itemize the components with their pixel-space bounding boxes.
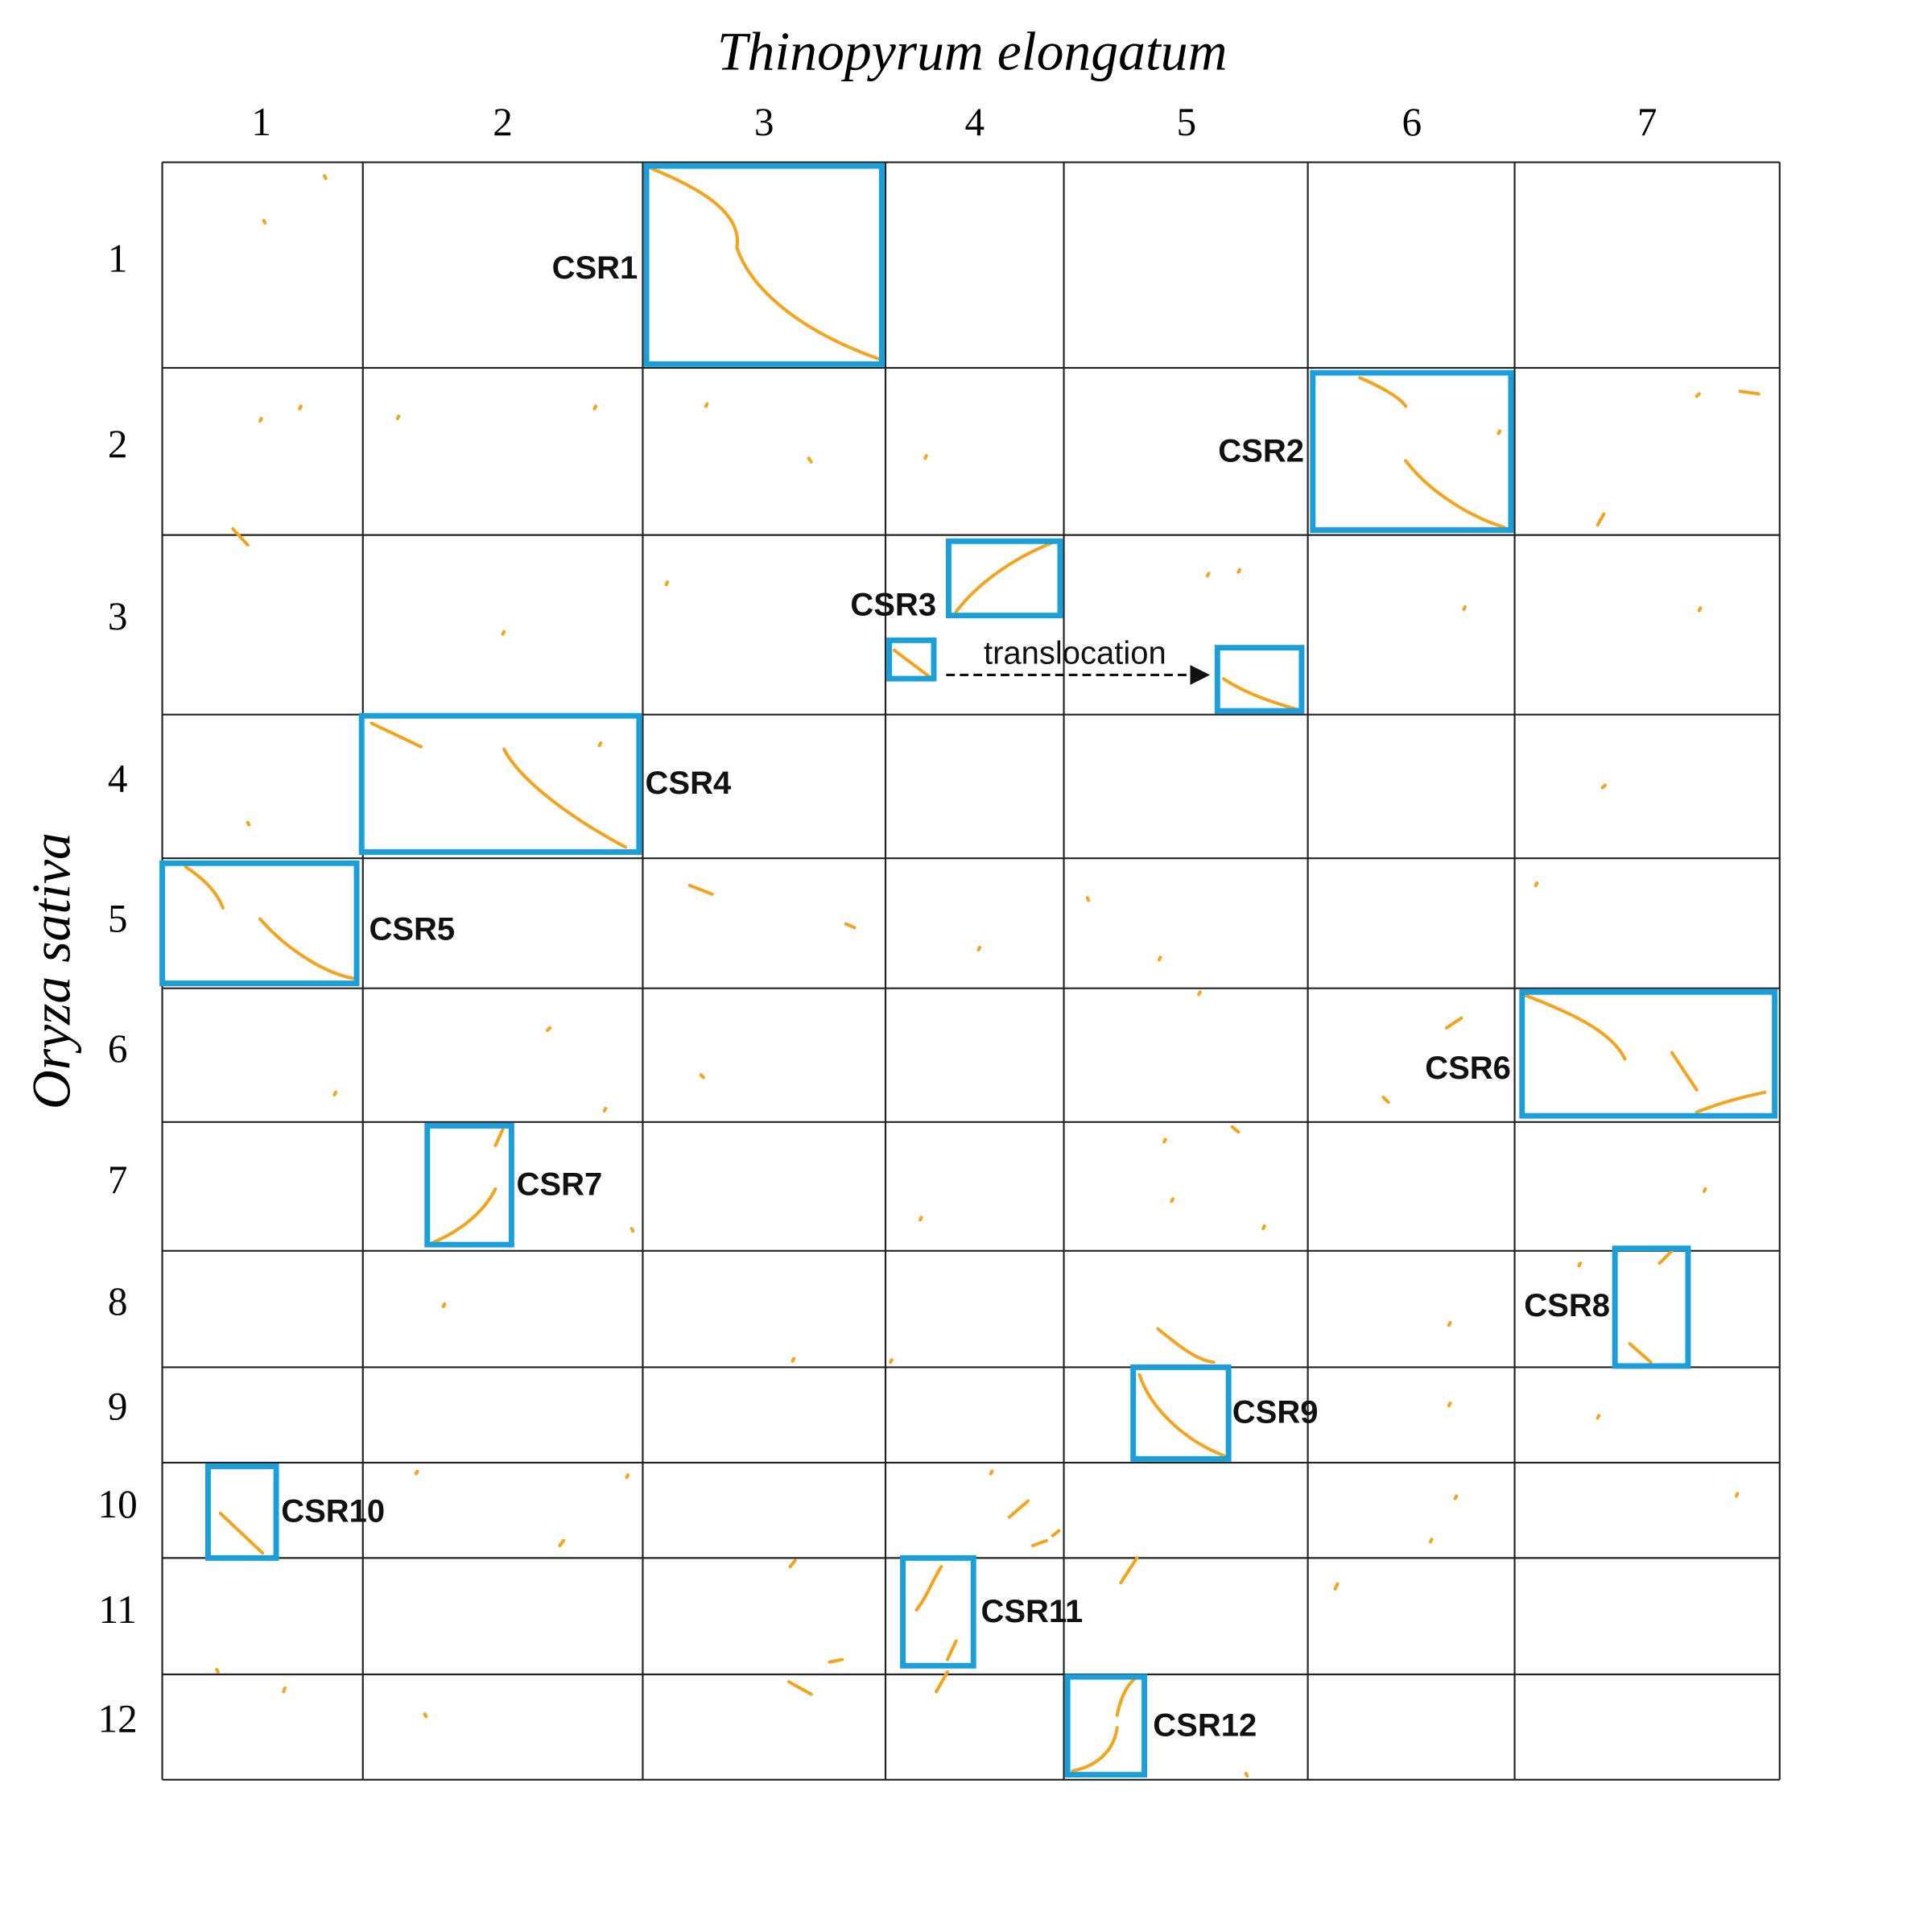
region-label: CSR9: [1232, 1394, 1319, 1430]
region-label: CSR3: [850, 587, 936, 622]
column-label: 2: [493, 100, 513, 144]
column-label: 5: [1177, 100, 1197, 144]
region-label: CSR6: [1425, 1051, 1511, 1086]
region-label: CSR1: [552, 250, 638, 286]
row-label: 5: [108, 896, 128, 940]
column-label: 1: [251, 100, 271, 144]
csr-boxes: [159, 163, 1778, 1778]
row-label: 4: [108, 757, 128, 801]
row-label: 11: [98, 1587, 136, 1632]
region-label: CSR2: [1218, 434, 1304, 469]
column-label: 4: [964, 100, 985, 144]
region-label: CSR4: [646, 766, 732, 801]
x-title: Thinopyrum elongatum: [717, 21, 1228, 81]
region-label: CSR7: [517, 1166, 603, 1202]
region-label: CSR5: [369, 911, 455, 947]
row-label: 1: [108, 236, 128, 280]
grid: [161, 161, 1781, 1781]
row-label: 10: [98, 1482, 138, 1526]
region-label: CSR11: [980, 1594, 1083, 1629]
row-label: 7: [108, 1158, 128, 1202]
row-label: 6: [108, 1026, 128, 1071]
row-label: 9: [108, 1385, 128, 1429]
annotation: translocation: [984, 635, 1166, 671]
synteny-dots: [184, 167, 1767, 1778]
region-label: CSR12: [1153, 1708, 1257, 1744]
column-label: 7: [1637, 100, 1657, 144]
y-title: Oryza sativa: [21, 832, 81, 1109]
region-label: CSR10: [281, 1494, 385, 1530]
region-label: CSR8: [1524, 1288, 1610, 1323]
column-label: 6: [1402, 100, 1422, 144]
column-label: 3: [754, 100, 774, 144]
row-label: 8: [108, 1279, 128, 1323]
row-label: 3: [108, 594, 128, 638]
row-label: 2: [108, 422, 128, 466]
row-label: 12: [98, 1696, 138, 1740]
